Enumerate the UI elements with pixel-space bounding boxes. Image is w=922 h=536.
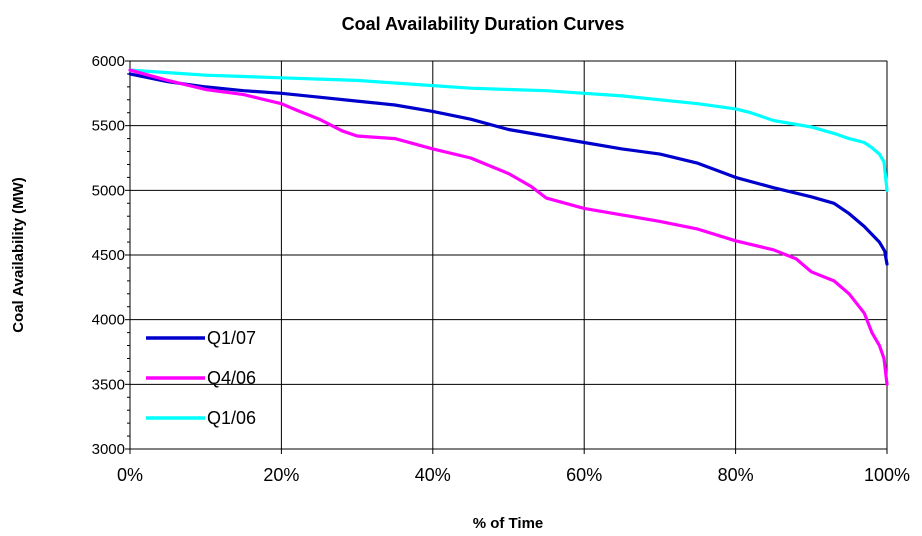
x-tick-labels: 0% 20% 40% 60% 80% 100%: [117, 465, 910, 485]
x-tick-label: 40%: [415, 465, 451, 485]
series-line-Q1-07: [128, 72, 889, 266]
y-tick-label: 5500: [92, 118, 125, 135]
x-axis-title: % of Time: [473, 515, 544, 532]
y-axis-title: Coal Availability (MW): [10, 177, 27, 333]
x-tick-label: 80%: [718, 465, 754, 485]
series-lines: [128, 68, 889, 386]
x-tick-label: 100%: [864, 465, 910, 485]
x-tick-label: 0%: [117, 465, 143, 485]
x-tick-label: 60%: [566, 465, 602, 485]
y-tick-label: 6000: [92, 53, 125, 70]
y-tick-label: 5000: [92, 182, 125, 199]
legend-label-Q4-06: Q4/06: [207, 368, 256, 388]
y-tick-label: 3000: [92, 441, 125, 458]
legend-label-Q1-07: Q1/07: [207, 328, 256, 348]
y-tick-labels: 3000 3500 4000 4500 5000 5500 6000: [92, 53, 125, 458]
y-gridlines: [125, 60, 887, 450]
y-tick-label: 3500: [92, 376, 125, 393]
series-line-Q4-06: [128, 68, 889, 386]
series-line-Q1-06: [128, 68, 889, 192]
y-tick-label: 4500: [92, 247, 125, 264]
legend: Q1/07 Q4/06 Q1/06: [146, 328, 256, 428]
x-tick-label: 20%: [263, 465, 299, 485]
x-gridlines: [129, 61, 888, 454]
y-tick-label: 4000: [92, 312, 125, 329]
legend-label-Q1-06: Q1/06: [207, 408, 256, 428]
chart-title: Coal Availability Duration Curves: [342, 14, 625, 34]
